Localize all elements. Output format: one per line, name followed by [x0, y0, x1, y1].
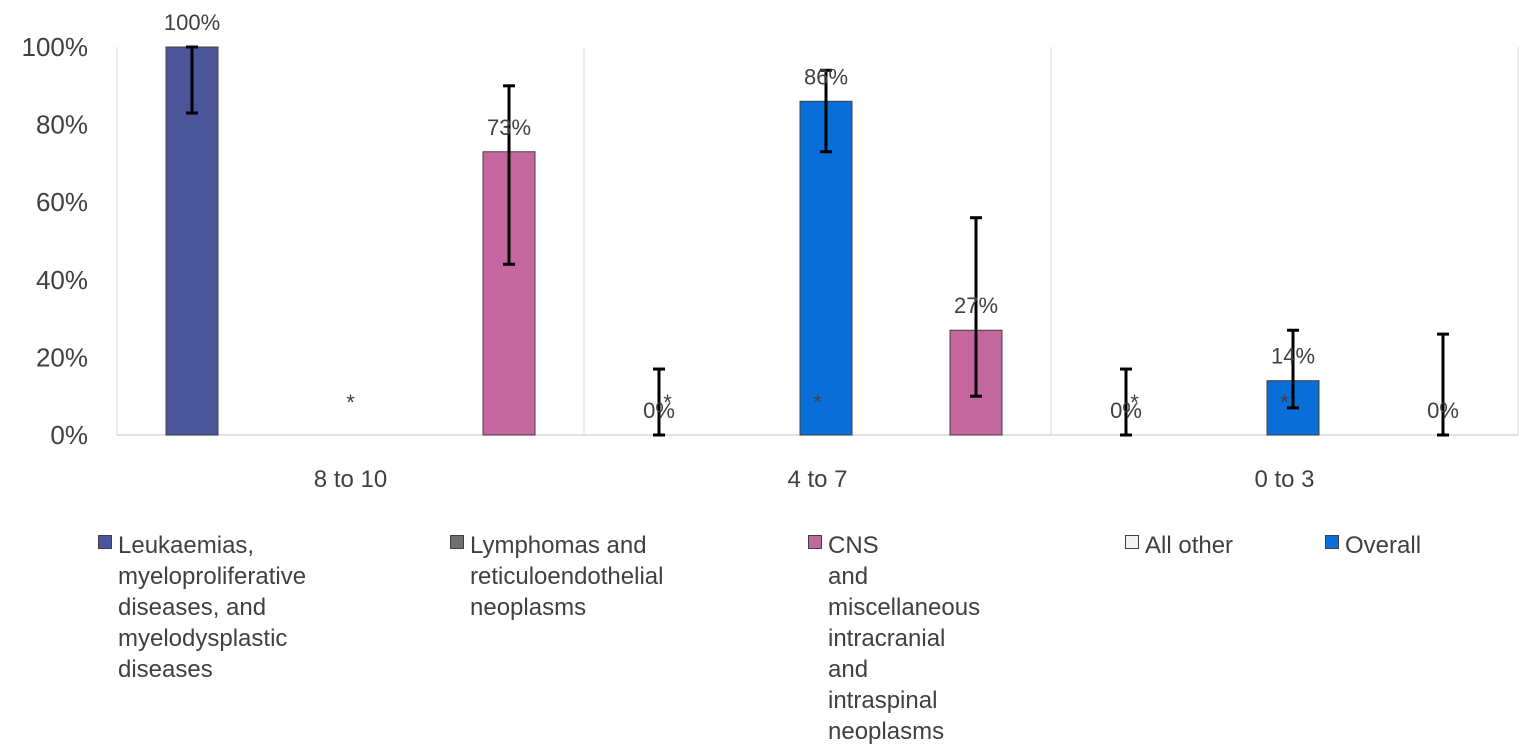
suppressed-marker: *	[1130, 390, 1139, 415]
legend-label-cns: CNS and miscellaneous intracranial and i…	[828, 532, 981, 745]
legend-swatch-overall	[1325, 535, 1339, 549]
legend-item-overall: Overall	[1325, 530, 1485, 561]
legend-item-leukaemias: Leukaemias, myeloproliferative diseases,…	[98, 530, 328, 685]
bar	[799, 100, 853, 436]
bar-chart: 0% 20% 40% 60% 80% 100% 8 to 10 4 to 7 0 to 3 100…	[22, 10, 1519, 493]
legend-item-all-other: All other	[1125, 530, 1285, 561]
x-category-label: 0 to 3	[1254, 466, 1314, 493]
data-label: 0%	[643, 398, 675, 423]
legend-swatch-all-other	[1125, 535, 1139, 549]
data-label: 73%	[487, 115, 531, 140]
legend-swatch-leukaemias	[98, 535, 112, 549]
suppressed-marker: *	[813, 390, 822, 415]
y-tick-label: 60%	[36, 187, 88, 217]
y-tick-label: 20%	[36, 342, 88, 372]
data-label: 0%	[1110, 398, 1142, 423]
legend-label-leukaemias: Leukaemias, myeloproliferative diseases,…	[118, 532, 307, 683]
legend-item-cns: CNS and miscellaneous intracranial and i…	[808, 530, 1028, 747]
x-category-label: 8 to 10	[314, 466, 387, 493]
y-tick-label: 0%	[50, 420, 88, 450]
legend-swatch-cns	[808, 535, 822, 549]
x-category-label: 4 to 7	[787, 466, 847, 493]
legend: Leukaemias, myeloproliferative diseases,…	[0, 530, 1525, 753]
legend-label-all-other: All other	[1145, 532, 1234, 559]
legend-swatch-lymphomas	[450, 535, 464, 549]
suppressed-marker: *	[1280, 390, 1289, 415]
legend-item-lymphomas: Lymphomas and reticuloendothelial neopla…	[450, 530, 740, 623]
data-label: 0%	[1427, 398, 1459, 423]
suppressed-marker: *	[663, 390, 672, 415]
data-label: 86%	[804, 64, 848, 89]
suppressed-marker: *	[346, 390, 355, 415]
legend-label-lymphomas: Lymphomas and reticuloendothelial neopla…	[470, 532, 664, 621]
y-tick-label: 40%	[36, 265, 88, 295]
data-label: 14%	[1271, 344, 1315, 369]
y-tick-label: 100%	[22, 32, 89, 62]
data-label: 27%	[954, 293, 998, 318]
y-tick-label: 80%	[36, 110, 88, 140]
legend-label-overall: Overall	[1345, 532, 1422, 559]
data-label: 100%	[164, 10, 220, 35]
